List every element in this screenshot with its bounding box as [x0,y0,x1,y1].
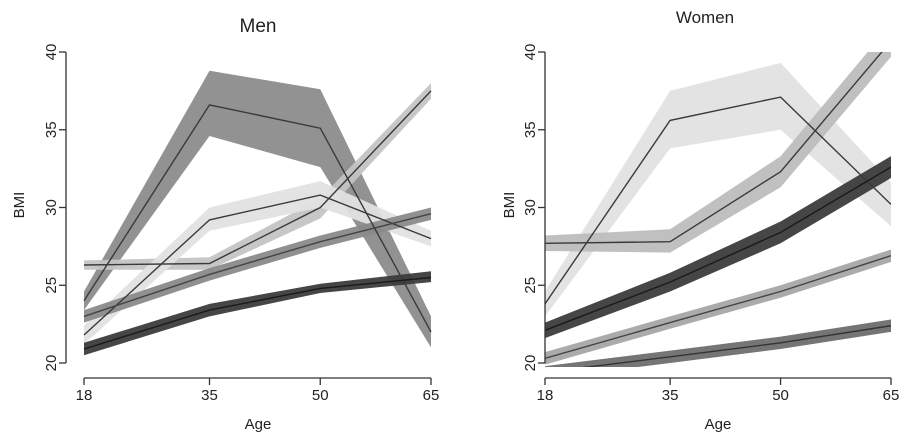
women-y-axis-label: BMI [501,192,518,219]
men-x-tick-label-65: 65 [423,387,440,404]
women-y-tick-label-40: 40 [522,44,539,61]
women-panel: Women 20 25 30 35 40 18 35 50 65 BMI Age [501,8,899,433]
women-x-tick-label-65: 65 [883,387,900,404]
women-bands [545,52,891,367]
women-series-4-line [545,255,891,359]
men-x-tick-label-50: 50 [312,387,329,404]
men-y-tick-label-20: 20 [43,355,60,372]
men-y-axis-label: BMI [11,192,28,219]
men-series-1-band [84,70,431,348]
men-y-tick-label-40: 40 [43,44,60,61]
women-x-tick-label-35: 35 [662,387,679,404]
men-series-5-line [83,276,432,350]
women-y-tick-label-20: 20 [522,355,539,372]
men-series-4-line [83,213,432,318]
men-y-tick-label-35: 35 [43,121,60,138]
men-y-tick-label-25: 25 [43,277,60,294]
women-y-tick-label-35: 35 [522,121,539,138]
women-x-tick-label-50: 50 [772,387,789,404]
men-series-2-line [83,90,432,266]
women-y-ticks: 20 25 30 35 40 [522,44,545,372]
women-title: Women [676,8,734,27]
men-lines [83,90,432,350]
men-y-tick-label-30: 30 [43,199,60,216]
men-x-tick-label-18: 18 [76,387,93,404]
men-y-ticks: 20 25 30 35 40 [43,44,66,372]
women-series-1-band [545,62,891,317]
men-series-3-band [84,181,431,345]
men-series-1-line [83,104,432,333]
women-series-2-line [545,52,883,244]
men-x-axis-label: Age [245,416,272,433]
men-panel: Men 20 25 30 35 40 18 35 50 65 BMI Age [11,16,439,433]
women-series-3-line [545,166,891,331]
men-title: Men [240,16,277,37]
women-series-5-band [545,319,891,367]
women-series-5-line [582,325,891,367]
women-x-tick-label-18: 18 [537,387,554,404]
women-y-tick-label-30: 30 [522,199,539,216]
women-lines [545,52,891,367]
women-series-2-band [545,52,891,253]
men-series-3-line [83,194,432,336]
women-x-axis-label: Age [705,416,732,433]
women-series-3-band [545,156,891,339]
women-series-4-band [545,249,891,365]
men-series-5-band [84,271,431,356]
women-y-tick-label-25: 25 [522,277,539,294]
men-series-2-band [84,83,431,270]
men-x-ticks: 18 35 50 65 [76,378,440,404]
men-bands [84,70,431,356]
women-series-1-line [545,96,891,305]
men-x-tick-label-35: 35 [201,387,218,404]
women-x-ticks: 18 35 50 65 [537,378,900,404]
